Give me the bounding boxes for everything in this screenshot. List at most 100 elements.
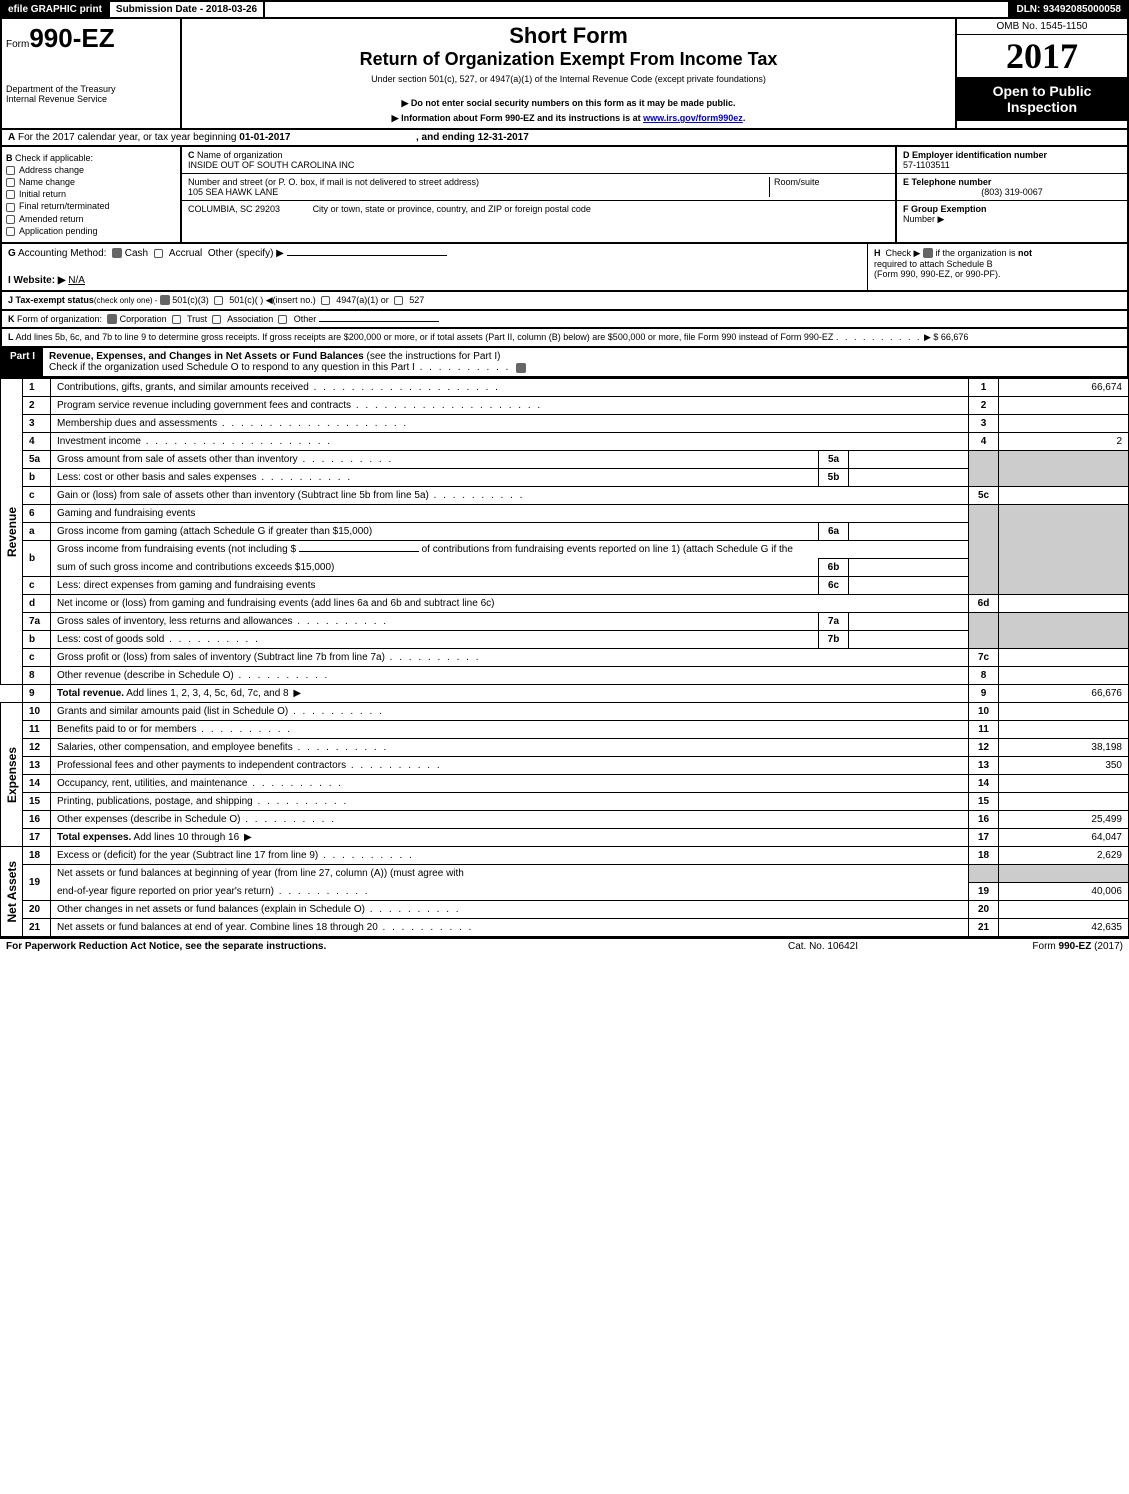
line-8-val bbox=[999, 667, 1129, 685]
line-12-num: 12 bbox=[23, 739, 51, 757]
line-18-desc: Excess or (deficit) for the year (Subtra… bbox=[57, 850, 318, 861]
irs-label: Internal Revenue Service bbox=[6, 94, 176, 104]
street-address: 105 SEA HAWK LANE bbox=[188, 187, 278, 197]
line-6-shade bbox=[969, 505, 999, 595]
footer-form-year: (2017) bbox=[1091, 941, 1123, 952]
line-19-num: 19 bbox=[23, 865, 51, 901]
checkbox-association[interactable] bbox=[212, 315, 221, 324]
opt-cash: Cash bbox=[125, 248, 148, 259]
line-5a-minival bbox=[849, 451, 969, 469]
line-5c-lineno: 5c bbox=[969, 487, 999, 505]
checkbox-application-pending[interactable] bbox=[6, 227, 15, 236]
title-short: Short Form bbox=[186, 23, 951, 49]
footer-form-number: 990-EZ bbox=[1059, 941, 1092, 952]
line-6c-desc: Less: direct expenses from gaming and fu… bbox=[57, 580, 315, 591]
line-6a: a Gross income from gaming (attach Sched… bbox=[1, 523, 1129, 541]
line-2-val bbox=[999, 397, 1129, 415]
line-7a-mini: 7a bbox=[819, 613, 849, 631]
line-15-num: 15 bbox=[23, 793, 51, 811]
submission-date-text: Submission Date - 2018-03-26 bbox=[116, 4, 257, 15]
accounting-method-label: Accounting Method: bbox=[18, 248, 106, 259]
line-6b-2: sum of such gross income and contributio… bbox=[1, 559, 1129, 577]
line-20-desc: Other changes in net assets or fund bala… bbox=[57, 904, 365, 915]
line-14-lineno: 14 bbox=[969, 775, 999, 793]
line-16-num: 16 bbox=[23, 811, 51, 829]
line-21-desc: Net assets or fund balances at end of ye… bbox=[57, 922, 378, 933]
efile-badge: efile GRAPHIC print bbox=[2, 2, 110, 17]
line-19-2: end-of-year figure reported on prior yea… bbox=[1, 882, 1129, 900]
line-2-num: 2 bbox=[23, 397, 51, 415]
checkbox-4947a1[interactable] bbox=[321, 296, 330, 305]
label-l: L bbox=[8, 332, 14, 342]
opt-application-pending: Application pending bbox=[19, 226, 98, 236]
line-10-desc: Grants and similar amounts paid (list in… bbox=[57, 706, 288, 717]
line-10: Expenses 10 Grants and similar amounts p… bbox=[1, 703, 1129, 721]
checkbox-trust[interactable] bbox=[172, 315, 181, 324]
row-a-text2: , and ending bbox=[416, 132, 478, 143]
line-20-lineno: 20 bbox=[969, 900, 999, 918]
checkbox-amended-return[interactable] bbox=[6, 215, 15, 224]
footer-cat-no: Cat. No. 10642I bbox=[723, 941, 923, 952]
line-17-desc-bold: Total expenses. bbox=[57, 832, 131, 843]
checkbox-501c3[interactable] bbox=[160, 295, 170, 305]
line-21-num: 21 bbox=[23, 918, 51, 936]
form-number: 990-EZ bbox=[29, 23, 114, 53]
line-7b-minival bbox=[849, 631, 969, 649]
line-19-lineno: 19 bbox=[969, 882, 999, 900]
line-21: 21 Net assets or fund balances at end of… bbox=[1, 918, 1129, 936]
line-13-lineno: 13 bbox=[969, 757, 999, 775]
line-20-num: 20 bbox=[23, 900, 51, 918]
checkbox-cash[interactable] bbox=[112, 248, 122, 258]
l-text1: Add lines 5b, 6c, and 7b to line 9 to de… bbox=[16, 332, 834, 342]
tax-year: 2017 bbox=[957, 35, 1127, 77]
row-k-form-of-org: K Form of organization: Corporation Trus… bbox=[0, 311, 1129, 330]
line-5b-desc: Less: cost or other basis and sales expe… bbox=[57, 472, 257, 483]
line-13-num: 13 bbox=[23, 757, 51, 775]
line-18: Net Assets 18 Excess or (deficit) for th… bbox=[1, 847, 1129, 865]
checkbox-501c[interactable] bbox=[214, 296, 223, 305]
checkbox-address-change[interactable] bbox=[6, 166, 15, 175]
row-j-tax-exempt: J Tax-exempt status(check only one) - 50… bbox=[0, 292, 1129, 311]
form-header: Form990-EZ Department of the Treasury In… bbox=[0, 19, 1129, 130]
line-5b-num: b bbox=[23, 469, 51, 487]
l-amount-prefix: ▶ $ bbox=[924, 332, 941, 342]
line-5c-desc: Gain or (loss) from sale of assets other… bbox=[57, 490, 429, 501]
checkbox-527[interactable] bbox=[394, 296, 403, 305]
website-label: I Website: ▶ bbox=[8, 275, 66, 286]
checkbox-schedule-b-not-required[interactable] bbox=[923, 248, 933, 258]
checkbox-final-return[interactable] bbox=[6, 203, 15, 212]
line-6c-num: c bbox=[23, 577, 51, 595]
line-12-desc: Salaries, other compensation, and employ… bbox=[57, 742, 293, 753]
checkbox-accrual[interactable] bbox=[154, 249, 163, 258]
line-6a-num: a bbox=[23, 523, 51, 541]
line-6-desc: Gaming and fundraising events bbox=[51, 505, 969, 523]
checkbox-name-change[interactable] bbox=[6, 178, 15, 187]
org-name: INSIDE OUT OF SOUTH CAROLINA INC bbox=[188, 160, 354, 170]
footer-form-prefix: Form bbox=[1032, 941, 1058, 952]
line-5a-mini: 5a bbox=[819, 451, 849, 469]
row-g-h-i: G Accounting Method: Cash Accrual Other … bbox=[0, 244, 1129, 292]
line-16-lineno: 16 bbox=[969, 811, 999, 829]
header-center: Short Form Return of Organization Exempt… bbox=[182, 19, 957, 128]
line-6-num: 6 bbox=[23, 505, 51, 523]
side-label-revenue: Revenue bbox=[1, 379, 23, 685]
j-small: (check only one) - bbox=[94, 296, 160, 305]
checkbox-schedule-o-part1[interactable] bbox=[516, 363, 526, 373]
line-8-num: 8 bbox=[23, 667, 51, 685]
checkbox-corporation[interactable] bbox=[107, 314, 117, 324]
line-13-desc: Professional fees and other payments to … bbox=[57, 760, 346, 771]
part-1-lines-table: Revenue 1 Contributions, gifts, grants, … bbox=[0, 378, 1129, 937]
section-d-e-f: D Employer identification number 57-1103… bbox=[897, 147, 1127, 242]
line-6: 6 Gaming and fundraising events bbox=[1, 505, 1129, 523]
group-exemption-label: F Group Exemption bbox=[903, 204, 987, 214]
line-19-shade bbox=[969, 865, 999, 883]
opt-corporation: Corporation bbox=[120, 314, 167, 324]
checkbox-other-org[interactable] bbox=[278, 315, 287, 324]
part-1-check-text: Check if the organization used Schedule … bbox=[49, 362, 415, 373]
line-4-val: 2 bbox=[999, 433, 1129, 451]
top-bar: efile GRAPHIC print Submission Date - 20… bbox=[0, 0, 1129, 19]
line-7c-desc: Gross profit or (loss) from sales of inv… bbox=[57, 652, 385, 663]
checkbox-initial-return[interactable] bbox=[6, 190, 15, 199]
form990ez-link[interactable]: www.irs.gov/form990ez bbox=[643, 113, 743, 123]
line-14: 14 Occupancy, rent, utilities, and maint… bbox=[1, 775, 1129, 793]
